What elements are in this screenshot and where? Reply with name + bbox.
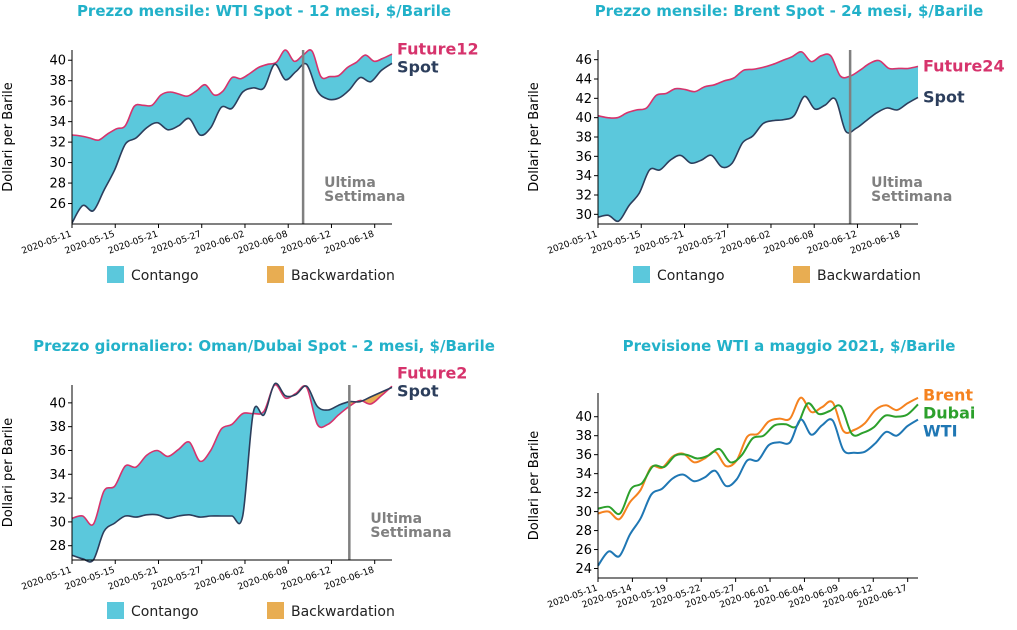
chart-dubai: Prezzo giornaliero: Oman/Dubai Spot - 2 …	[1, 337, 495, 620]
series-line-spot	[71, 62, 393, 224]
series-line-future2	[71, 384, 393, 526]
y-axis-label: Dollari per Barile	[1, 82, 16, 191]
legend-label-contango: Contango	[131, 604, 199, 620]
legend-label-contango: Contango	[131, 268, 199, 284]
y-axis-label: Dollari per Barile	[527, 431, 542, 540]
series-line-spot	[597, 95, 919, 223]
y-tick-label: 34	[575, 467, 592, 482]
legend-label-backwardation: Backwardation	[291, 604, 395, 620]
legend-label-backwardation: Backwardation	[291, 268, 395, 284]
chart-title: Prezzo giornaliero: Oman/Dubai Spot - 2 …	[33, 337, 495, 355]
y-tick-label: 32	[575, 486, 592, 501]
x-tick-label: 2020-06-18	[323, 229, 376, 256]
y-tick-label: 44	[575, 73, 592, 88]
y-tick-label: 28	[575, 524, 592, 539]
series-line-dubai	[597, 402, 919, 516]
y-tick-label: 32	[49, 492, 66, 507]
y-tick-label: 38	[49, 420, 66, 435]
series-label-wti: WTI	[923, 422, 958, 441]
x-tick-label: 2020-06-18	[323, 565, 376, 592]
y-tick-label: 34	[49, 115, 66, 130]
series-label-future: Future2	[397, 363, 467, 382]
annotation-text: Settimana	[370, 525, 451, 541]
y-tick-label: 24	[575, 562, 592, 577]
chart-title: Previsione WTI a maggio 2021, $/Barile	[623, 337, 956, 355]
y-tick-label: 38	[49, 74, 66, 89]
y-tick-label: 34	[49, 468, 66, 483]
y-axis-label: Dollari per Barile	[527, 82, 542, 191]
contango-area	[72, 49, 392, 223]
y-tick-label: 26	[49, 197, 66, 212]
y-tick-label: 28	[49, 177, 66, 192]
y-tick-label: 30	[575, 208, 592, 223]
chart-title: Prezzo mensile: WTI Spot - 12 mesi, $/Ba…	[77, 2, 451, 20]
y-tick-label: 34	[575, 169, 592, 184]
legend-swatch-backwardation	[267, 602, 284, 619]
series-line-brent	[597, 396, 919, 521]
legend-swatch-contango	[633, 266, 650, 283]
legend-swatch-backwardation	[267, 266, 284, 283]
chart-wti: Prezzo mensile: WTI Spot - 12 mesi, $/Ba…	[1, 2, 479, 284]
annotation-text: Ultima	[370, 511, 422, 527]
y-tick-label: 28	[49, 539, 66, 554]
y-tick-label: 26	[575, 543, 592, 558]
series-line-future24	[597, 51, 919, 119]
y-tick-label: 30	[575, 505, 592, 520]
legend-label-backwardation: Backwardation	[817, 268, 921, 284]
y-tick-label: 32	[575, 189, 592, 204]
legend-swatch-contango	[107, 602, 124, 619]
y-tick-label: 40	[49, 396, 66, 411]
y-tick-label: 30	[49, 515, 66, 530]
series-label-dubai: Dubai	[923, 404, 975, 423]
y-tick-label: 30	[49, 156, 66, 171]
y-tick-label: 36	[49, 444, 66, 459]
series-label-brent: Brent	[923, 386, 973, 405]
series-label-spot: Spot	[397, 381, 439, 400]
chart-brent: Prezzo mensile: Brent Spot - 24 mesi, $/…	[527, 2, 1005, 284]
contango-area	[72, 383, 392, 562]
y-tick-label: 36	[49, 95, 66, 110]
series-line-future12	[71, 49, 393, 142]
y-tick-label: 46	[575, 53, 592, 68]
legend-swatch-contango	[107, 266, 124, 283]
contango-area	[598, 51, 918, 222]
chart-forecast: Previsione WTI a maggio 2021, $/Barile Do…	[527, 337, 975, 611]
legend-swatch-backwardation	[793, 266, 810, 283]
series-line-spot	[71, 382, 393, 563]
annotation-text: Settimana	[324, 189, 405, 205]
y-tick-label: 38	[575, 429, 592, 444]
y-tick-label: 40	[49, 54, 66, 69]
y-tick-label: 40	[575, 111, 592, 126]
annotation-text: Settimana	[871, 189, 952, 205]
y-axis-label: Dollari per Barile	[1, 418, 16, 527]
legend-label-contango: Contango	[657, 268, 725, 284]
annotation-text: Ultima	[324, 175, 376, 191]
series-label-future: Future24	[923, 56, 1005, 75]
y-tick-label: 42	[575, 92, 592, 107]
y-tick-label: 36	[575, 448, 592, 463]
chart-title: Prezzo mensile: Brent Spot - 24 mesi, $/…	[595, 2, 984, 20]
series-label-spot: Spot	[923, 87, 965, 106]
y-tick-label: 38	[575, 131, 592, 146]
x-tick-label: 2020-06-18	[849, 229, 902, 256]
y-tick-label: 32	[49, 136, 66, 151]
y-tick-label: 36	[575, 150, 592, 165]
series-label-spot: Spot	[397, 57, 439, 76]
y-tick-label: 40	[575, 410, 592, 425]
series-label-future: Future12	[397, 39, 479, 58]
series-line-wti	[597, 418, 919, 567]
annotation-text: Ultima	[871, 175, 923, 191]
